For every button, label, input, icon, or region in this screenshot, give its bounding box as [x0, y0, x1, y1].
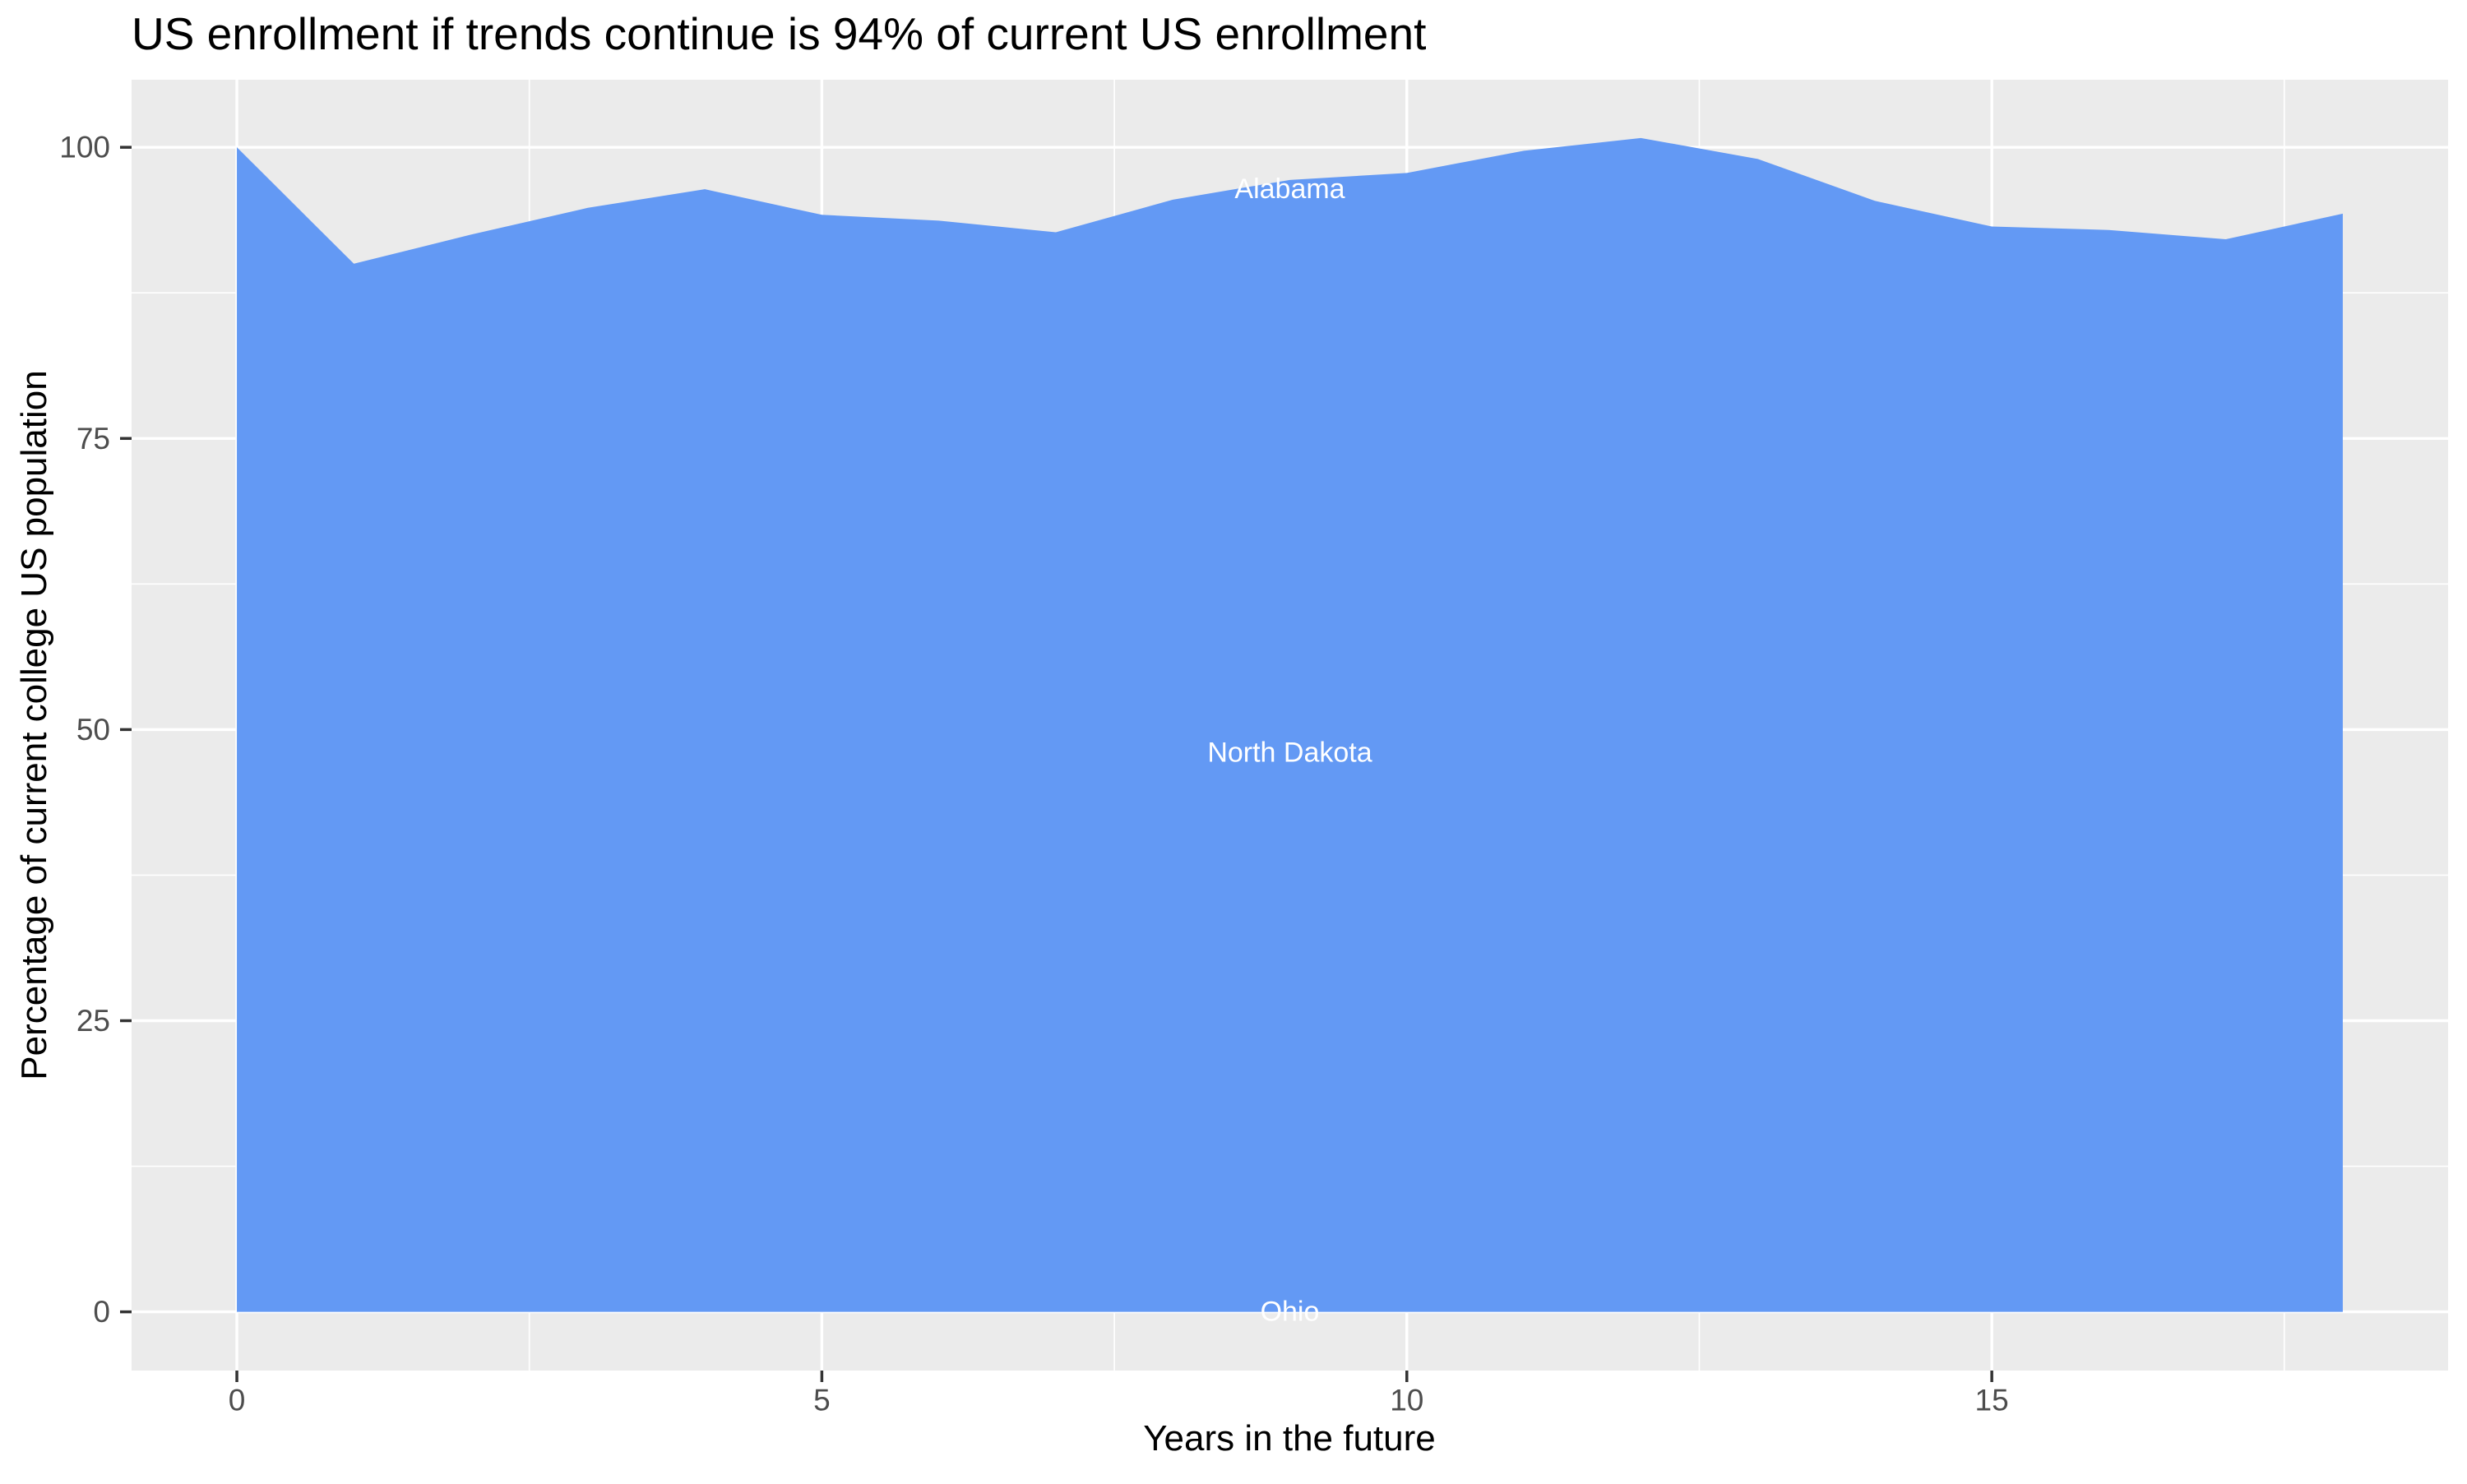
area-label-north-dakota: North Dakota: [1207, 737, 1372, 769]
x-tick-label: 0: [229, 1384, 246, 1417]
chart-title: US enrollment if trends continue is 94% …: [132, 8, 1427, 59]
y-tick-label: 100: [59, 131, 110, 164]
x-tick-label: 10: [1390, 1384, 1423, 1417]
x-tick-label: 15: [1975, 1384, 2009, 1417]
y-tick-label: 50: [76, 713, 110, 747]
x-axis-title: Years in the future: [1143, 1418, 1436, 1459]
x-tick-label: 5: [813, 1384, 831, 1417]
y-tick-label: 25: [76, 1004, 110, 1038]
area-label-alabama: Alabama: [1234, 173, 1345, 205]
y-tick-label: 75: [76, 422, 110, 455]
y-axis-title: Percentage of current college US populat…: [14, 370, 54, 1080]
area-series-total-enrollment: [237, 137, 2343, 1312]
area-label-ohio: Ohio: [1261, 1297, 1320, 1328]
y-tick-label: 0: [93, 1295, 110, 1329]
